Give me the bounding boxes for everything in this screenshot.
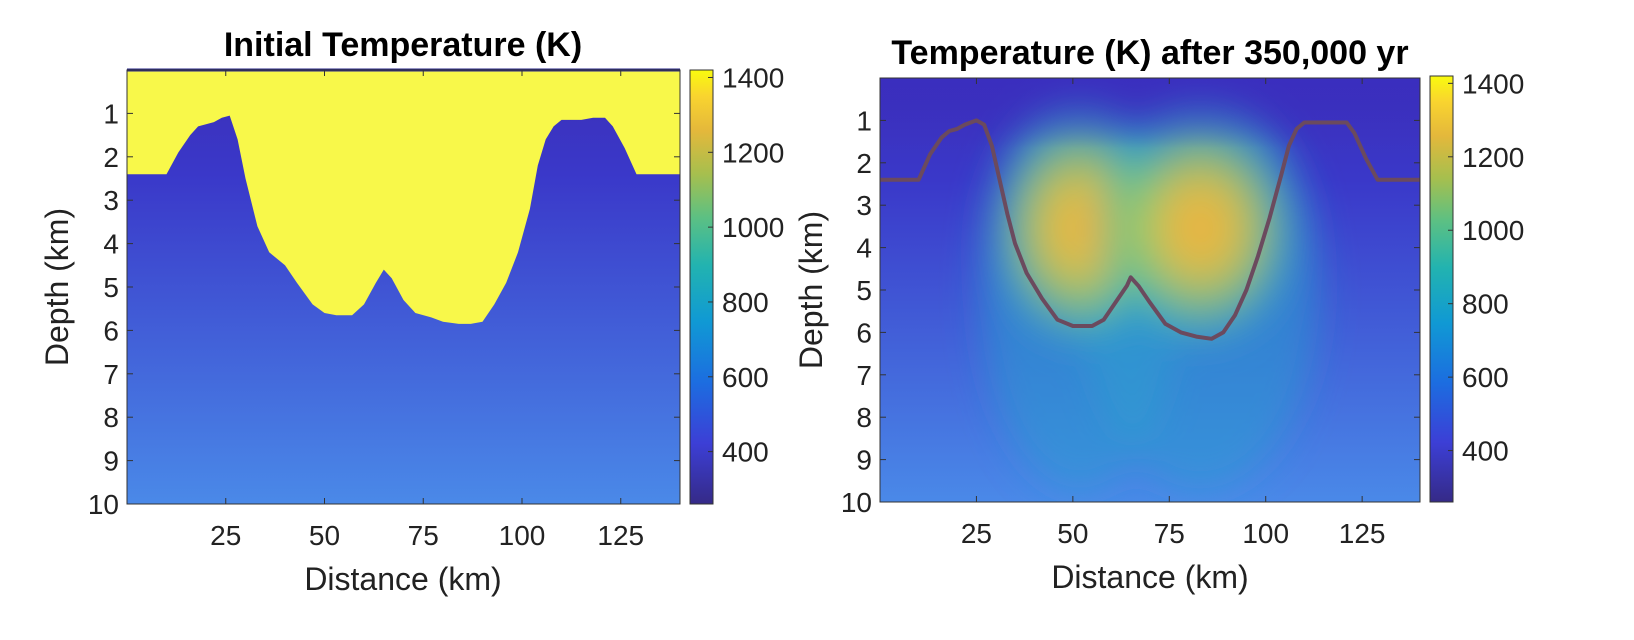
colorbar-tick-label: 800 [1462,289,1509,320]
right-colorbar: 400 600 800 1000 1200 1400 [1429,68,1524,503]
y-tick-label: 10 [88,489,119,520]
colorbar-tick-label: 1200 [1462,142,1524,173]
colorbar-tick-label: 1000 [1462,215,1524,246]
colorbar-tick-label: 1400 [1462,68,1524,99]
x-tick-label: 50 [309,520,340,551]
y-tick-label: 9 [103,446,119,477]
colorbar-tick-label: 1000 [722,212,784,243]
right-heat-field [980,90,1320,490]
y-tick-label: 8 [103,402,119,433]
y-tick-label: 4 [103,229,119,260]
y-tick-label: 7 [103,359,119,390]
y-tick-label: 9 [856,445,872,476]
right-colorbar-ticks: 400 600 800 1000 1200 1400 [1448,68,1524,467]
x-tick-label: 125 [597,520,644,551]
left-colorbar: 400 600 800 1000 1200 1400 [689,62,784,505]
x-tick-label: 125 [1339,518,1386,549]
colorbar-tick-label: 1200 [722,137,784,168]
y-tick-label: 6 [856,317,872,348]
x-tick-label: 100 [499,520,546,551]
right-chart-title: Temperature (K) after 350,000 yr [891,34,1408,72]
y-tick-label: 3 [103,185,119,216]
colorbar-tick-label: 600 [1462,362,1509,393]
right-top-cooling [880,78,1420,148]
x-tick-label: 25 [210,520,241,551]
colorbar-tick-label: 600 [722,362,769,393]
x-tick-label: 100 [1242,518,1289,549]
y-tick-label: 7 [856,360,872,391]
y-tick-label: 4 [856,233,872,264]
colorbar-tick-label: 400 [1462,436,1509,467]
right-panel: Temperature (K) after 350,000 yr 25 50 75 1… [793,34,1421,595]
right-intrusion-contour [880,118,1420,341]
colorbar-tick-label: 800 [722,287,769,318]
x-tick-label: 50 [1057,518,1088,549]
y-tick-label: 2 [103,142,119,173]
right-x-axis-label: Distance (km) [1051,559,1248,595]
left-panel: Initial Temperature (K) 25 50 75 100 1251234… [39,26,681,597]
x-tick-label: 25 [961,518,992,549]
y-tick-label: 3 [856,190,872,221]
y-tick-label: 2 [856,148,872,179]
y-tick-label: 10 [841,487,872,518]
left-intrusion-region [127,70,680,324]
colorbar-tick-label: 1400 [722,62,784,93]
left-colorbar-bar [689,69,714,505]
y-tick-label: 5 [103,272,119,303]
y-tick-label: 1 [103,98,119,129]
y-tick-label: 8 [856,402,872,433]
left-axes-ticks: 25 50 75 100 125 1 2 3 4 5 6 7 8 9 10 [88,70,680,551]
x-tick-label: 75 [1154,518,1185,549]
right-y-axis-label: Depth (km) [793,211,829,369]
right-colorbar-bar [1429,75,1454,503]
colorbar-tick-label: 400 [722,437,769,468]
y-tick-label: 6 [103,315,119,346]
right-axes-ticks: 25 50 75 100 125 1 2 3 4 5 6 7 8 9 10 [841,78,1420,549]
left-x-axis-label: Distance (km) [304,561,501,597]
y-tick-label: 5 [856,275,872,306]
y-tick-label: 1 [856,105,872,136]
left-y-axis-label: Depth (km) [39,208,75,366]
left-colorbar-ticks: 400 600 800 1000 1200 1400 [708,62,784,468]
x-tick-label: 75 [408,520,439,551]
left-chart-title: Initial Temperature (K) [224,26,582,64]
